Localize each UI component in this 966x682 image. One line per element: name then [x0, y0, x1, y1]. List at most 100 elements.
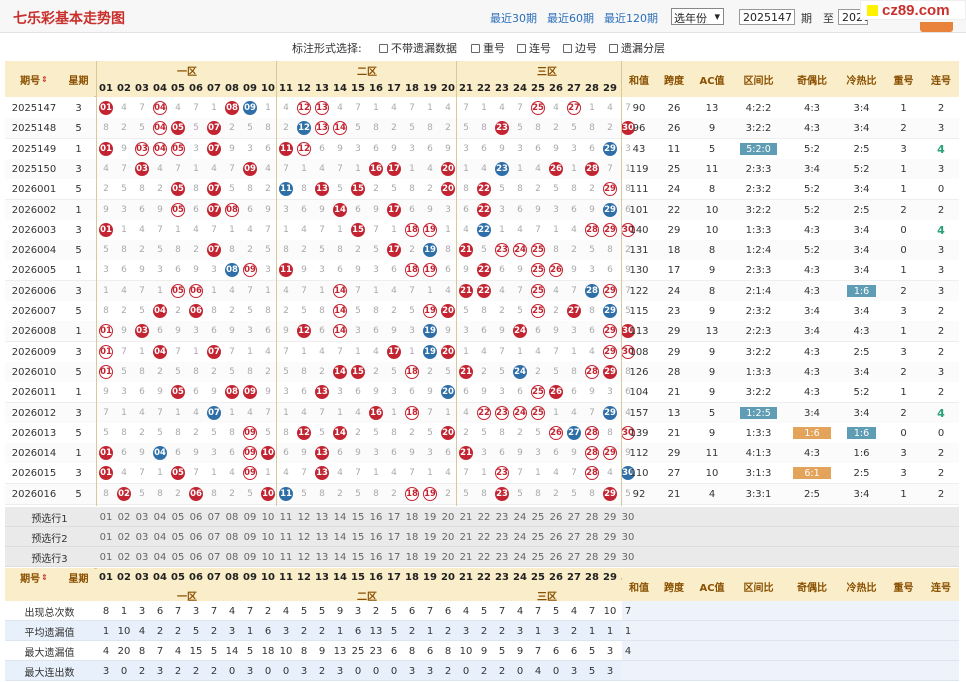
preselect-number[interactable]: 13 [315, 511, 329, 523]
preselect-number[interactable]: 16 [369, 551, 383, 563]
preselect-number[interactable]: 18 [405, 511, 419, 523]
preselect-number[interactable]: 07 [207, 511, 221, 523]
preselect-number[interactable]: 12 [297, 551, 311, 563]
preselect-number[interactable]: 14 [333, 511, 347, 523]
preselect-number[interactable]: 01 [99, 531, 113, 543]
option-miss-layer[interactable]: 遗漏分层 [609, 40, 665, 56]
preselect-number[interactable]: 11 [279, 551, 293, 563]
preselect-number[interactable]: 05 [171, 531, 185, 543]
preselect-number[interactable]: 02 [117, 511, 131, 523]
preselect-number[interactable]: 15 [351, 531, 365, 543]
preselect-number[interactable]: 06 [189, 511, 203, 523]
preselect-number[interactable]: 05 [171, 551, 185, 563]
checkbox-icon[interactable] [609, 44, 618, 53]
preselect-number[interactable]: 10 [261, 511, 275, 523]
recent-120-link[interactable]: 最近120期 [604, 12, 658, 25]
option-repeat[interactable]: 重号 [471, 40, 505, 56]
preselect-number[interactable]: 20 [441, 511, 455, 523]
period-from-input[interactable]: 2025147 [739, 9, 795, 25]
preselect-number[interactable]: 08 [225, 531, 239, 543]
preselect-number[interactable]: 06 [189, 551, 203, 563]
preselect-number[interactable]: 22 [477, 531, 491, 543]
year-select[interactable]: 选年份 [671, 8, 724, 25]
recent-30-link[interactable]: 最近30期 [490, 12, 537, 25]
preselect-number[interactable]: 23 [495, 511, 509, 523]
preselect-number[interactable]: 28 [585, 511, 599, 523]
preselect-number[interactable]: 24 [513, 531, 527, 543]
checkbox-icon[interactable] [517, 44, 526, 53]
preselect-number[interactable]: 30 [621, 551, 635, 563]
preselect-number[interactable]: 20 [441, 551, 455, 563]
preselect-number[interactable]: 26 [549, 551, 563, 563]
preselect-number[interactable]: 30 [621, 531, 635, 543]
preselect-number[interactable]: 14 [333, 531, 347, 543]
preselect-number[interactable]: 22 [477, 551, 491, 563]
preselect-number[interactable]: 02 [117, 531, 131, 543]
preselect-number[interactable]: 30 [621, 511, 635, 523]
query-button[interactable] [920, 22, 953, 32]
preselect-number[interactable]: 21 [459, 511, 473, 523]
preselect-number[interactable]: 29 [603, 551, 617, 563]
preselect-number[interactable]: 25 [531, 531, 545, 543]
preselect-number[interactable]: 29 [603, 531, 617, 543]
preselect-number[interactable]: 28 [585, 531, 599, 543]
preselect-number[interactable]: 22 [477, 511, 491, 523]
preselect-number[interactable]: 16 [369, 511, 383, 523]
preselect-number[interactable]: 15 [351, 511, 365, 523]
preselect-number[interactable]: 10 [261, 551, 275, 563]
sort-icon[interactable]: ⇕ [41, 572, 48, 582]
preselect-number[interactable]: 13 [315, 551, 329, 563]
preselect-number[interactable]: 05 [171, 511, 185, 523]
preselect-number[interactable]: 26 [549, 531, 563, 543]
checkbox-icon[interactable] [379, 44, 388, 53]
preselect-number[interactable]: 08 [225, 511, 239, 523]
preselect-number[interactable]: 19 [423, 511, 437, 523]
preselect-number[interactable]: 23 [495, 551, 509, 563]
preselect-number[interactable]: 23 [495, 531, 509, 543]
option-edge[interactable]: 边号 [563, 40, 597, 56]
preselect-number[interactable]: 13 [315, 531, 329, 543]
preselect-number[interactable]: 27 [567, 551, 581, 563]
preselect-number[interactable]: 10 [261, 531, 275, 543]
preselect-number[interactable]: 19 [423, 531, 437, 543]
preselect-number[interactable]: 24 [513, 511, 527, 523]
preselect-number[interactable]: 16 [369, 531, 383, 543]
preselect-number[interactable]: 17 [387, 531, 401, 543]
preselect-number[interactable]: 20 [441, 531, 455, 543]
preselect-number[interactable]: 12 [297, 531, 311, 543]
preselect-number[interactable]: 09 [243, 511, 257, 523]
preselect-number[interactable]: 25 [531, 551, 545, 563]
preselect-number[interactable]: 04 [153, 511, 167, 523]
preselect-number[interactable]: 02 [117, 551, 131, 563]
recent-60-link[interactable]: 最近60期 [547, 12, 594, 25]
preselect-number[interactable]: 12 [297, 511, 311, 523]
preselect-number[interactable]: 03 [135, 511, 149, 523]
preselect-number[interactable]: 03 [135, 531, 149, 543]
preselect-number[interactable]: 09 [243, 531, 257, 543]
footer-period-header[interactable]: 期号 ⇕ [5, 568, 63, 586]
preselect-number[interactable]: 07 [207, 551, 221, 563]
preselect-number[interactable]: 04 [153, 531, 167, 543]
preselect-number[interactable]: 01 [99, 511, 113, 523]
preselect-number[interactable]: 06 [189, 531, 203, 543]
preselect-number[interactable]: 15 [351, 551, 365, 563]
preselect-number[interactable]: 08 [225, 551, 239, 563]
preselect-number[interactable]: 28 [585, 551, 599, 563]
checkbox-icon[interactable] [563, 44, 572, 53]
period-header[interactable]: 期号 ⇕ [5, 61, 63, 97]
checkbox-icon[interactable] [471, 44, 480, 53]
preselect-number[interactable]: 19 [423, 551, 437, 563]
preselect-number[interactable]: 27 [567, 511, 581, 523]
preselect-number[interactable]: 27 [567, 531, 581, 543]
preselect-number[interactable]: 07 [207, 531, 221, 543]
preselect-number[interactable]: 11 [279, 531, 293, 543]
preselect-number[interactable]: 17 [387, 551, 401, 563]
preselect-number[interactable]: 01 [99, 551, 113, 563]
preselect-number[interactable]: 11 [279, 511, 293, 523]
preselect-number[interactable]: 24 [513, 551, 527, 563]
preselect-number[interactable]: 18 [405, 531, 419, 543]
preselect-number[interactable]: 09 [243, 551, 257, 563]
preselect-number[interactable]: 26 [549, 511, 563, 523]
preselect-number[interactable]: 04 [153, 551, 167, 563]
option-no-miss[interactable]: 不带遗漏数据 [379, 40, 457, 56]
